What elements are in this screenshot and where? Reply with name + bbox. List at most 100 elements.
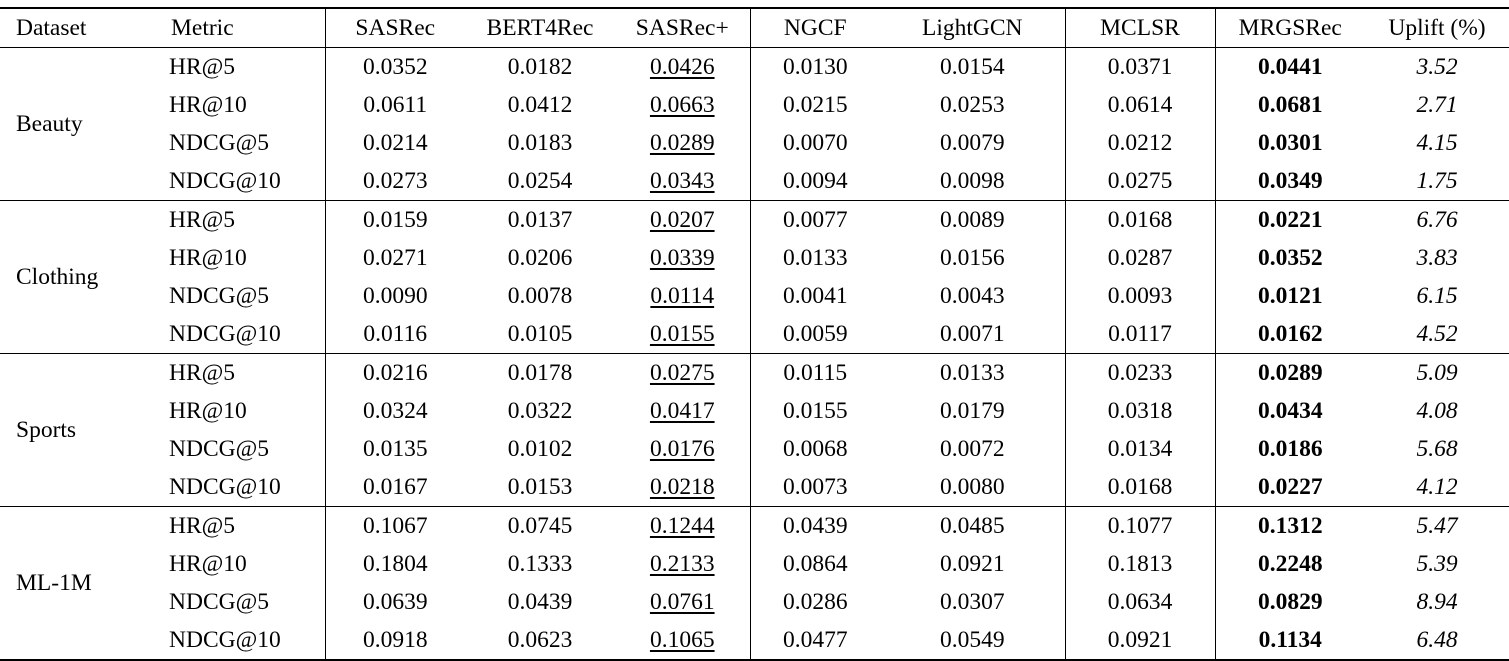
value-cell: 0.0135 bbox=[324, 430, 465, 468]
table-row: NDCG@10 0.0273 0.0254 0.0343 0.0094 0.0098 0.0… bbox=[0, 162, 1509, 201]
value-cell: 0.0286 bbox=[749, 583, 880, 621]
metric-cell: NDCG@10 bbox=[169, 168, 281, 194]
value-cell: 0.0343 bbox=[615, 162, 750, 201]
table-row: HR@10 0.1804 0.1333 0.2133 0.0864 0.0921 0.181… bbox=[0, 545, 1509, 583]
metric-cell: NDCG@5 bbox=[169, 130, 269, 156]
metric-cell: HR@10 bbox=[169, 398, 247, 424]
value-cell: 0.0134 bbox=[1064, 430, 1215, 468]
value-cell: 0.0439 bbox=[507, 589, 573, 615]
value-cell: 0.0168 bbox=[1064, 468, 1215, 507]
value-cell: 0.0137 bbox=[465, 200, 615, 239]
metric-cell: NDCG@5 bbox=[169, 283, 269, 309]
uplift-cell: 3.83 bbox=[1416, 245, 1458, 271]
value-cell: 0.0216 bbox=[324, 353, 465, 392]
uplift-cell: 5.68 bbox=[1416, 436, 1458, 462]
second-best-value: 0.0339 bbox=[649, 245, 715, 271]
value-cell: 0.0059 bbox=[749, 315, 880, 354]
value-cell: 0.0043 bbox=[939, 283, 1005, 309]
value-cell: 0.0068 bbox=[749, 430, 880, 468]
value-cell: 0.0441 bbox=[1214, 47, 1365, 86]
column-header-sasrec+: SASRec+ bbox=[615, 8, 750, 48]
uplift-cell: 5.09 bbox=[1365, 353, 1509, 392]
value-cell: 0.0623 bbox=[507, 627, 573, 653]
value-cell: 0.0634 bbox=[1064, 583, 1215, 621]
uplift-cell: 6.15 bbox=[1416, 283, 1458, 309]
table-row: Clothing HR@5 0.0159 0.0137 0.0207 0.0077 0.00… bbox=[0, 200, 1509, 354]
value-cell: 0.0162 bbox=[1214, 315, 1365, 354]
value-cell: 0.0070 bbox=[749, 124, 880, 162]
value-cell: 0.0275 bbox=[1064, 162, 1215, 201]
second-best-value: 0.0207 bbox=[649, 207, 715, 233]
value-cell: 0.1077 bbox=[1064, 506, 1215, 545]
value-cell: 0.0094 bbox=[749, 162, 880, 201]
value-cell: 0.0301 bbox=[1214, 124, 1365, 162]
uplift-cell: 4.08 bbox=[1416, 398, 1458, 424]
second-best-value: 0.2133 bbox=[649, 551, 715, 577]
column-header-dataset: Dataset bbox=[0, 8, 155, 48]
value-cell: 0.0921 bbox=[1064, 621, 1215, 660]
value-cell: 0.0215 bbox=[749, 86, 880, 124]
value-cell: 0.0371 bbox=[1064, 47, 1215, 86]
metric-cell: HR@5 bbox=[155, 47, 325, 86]
value-cell: 0.0154 bbox=[880, 47, 1065, 86]
table-row: HR@10 0.0611 0.0412 0.0663 0.0215 0.0253 0.061… bbox=[0, 86, 1509, 124]
value-cell: 0.0289 bbox=[1214, 353, 1365, 392]
value-cell: 0.0090 bbox=[324, 277, 465, 315]
value-cell: 0.0227 bbox=[1214, 468, 1365, 507]
table-row: NDCG@10 0.0918 0.0623 0.1065 0.0477 0.0549 0.0… bbox=[0, 621, 1509, 660]
value-cell: 0.1312 bbox=[1214, 506, 1365, 545]
table-row: NDCG@10 0.0167 0.0153 0.0218 0.0073 0.0080 0.0… bbox=[0, 468, 1509, 507]
second-best-value: 0.0663 bbox=[649, 92, 715, 118]
value-cell: 0.0114 bbox=[615, 277, 750, 315]
table-row: HR@10 0.0271 0.0206 0.0339 0.0133 0.0156 0.028… bbox=[0, 239, 1509, 277]
value-cell: 0.0153 bbox=[507, 474, 573, 500]
uplift-cell: 6.48 bbox=[1416, 627, 1458, 653]
column-header-uplift: Uplift (%) bbox=[1365, 8, 1509, 48]
value-cell: 0.0102 bbox=[507, 436, 573, 462]
value-cell: 0.0080 bbox=[939, 474, 1005, 500]
value-cell: 0.1067 bbox=[324, 506, 465, 545]
column-header-metric: Metric bbox=[155, 8, 325, 48]
value-cell: 0.0072 bbox=[939, 436, 1005, 462]
value-cell: 0.0133 bbox=[880, 353, 1065, 392]
value-cell: 0.0352 bbox=[1214, 239, 1365, 277]
value-cell: 0.0155 bbox=[615, 315, 750, 354]
second-best-value: 0.0176 bbox=[649, 436, 715, 462]
value-cell: 0.0159 bbox=[324, 200, 465, 239]
value-cell: 0.0663 bbox=[615, 86, 750, 124]
uplift-cell: 3.52 bbox=[1365, 47, 1509, 86]
second-best-value: 0.0289 bbox=[649, 130, 715, 156]
table-row: NDCG@10 0.0116 0.0105 0.0155 0.0059 0.0071 0.0… bbox=[0, 315, 1509, 354]
second-best-value: 0.0155 bbox=[649, 321, 715, 347]
value-cell: 0.0921 bbox=[939, 551, 1005, 577]
value-cell: 0.0167 bbox=[324, 468, 465, 507]
value-cell: 0.0115 bbox=[749, 353, 880, 392]
value-cell: 0.0289 bbox=[615, 124, 750, 162]
column-header-mclsr: MCLSR bbox=[1064, 8, 1215, 48]
table-row: NDCG@5 0.0214 0.0183 0.0289 0.0070 0.0079 0.02… bbox=[0, 124, 1509, 162]
column-header-sasrec: SASRec bbox=[324, 8, 465, 48]
dataset-cell-beauty: Beauty bbox=[0, 47, 155, 201]
value-cell: 0.0116 bbox=[324, 315, 465, 354]
value-cell: 0.0079 bbox=[939, 130, 1005, 156]
second-best-value: 0.0218 bbox=[649, 474, 715, 500]
value-cell: 0.0639 bbox=[324, 583, 465, 621]
value-cell: 0.0077 bbox=[749, 200, 880, 239]
value-cell: 0.0214 bbox=[324, 124, 465, 162]
value-cell: 0.0412 bbox=[507, 92, 573, 118]
value-cell: 0.0089 bbox=[880, 200, 1065, 239]
uplift-cell: 2.71 bbox=[1416, 92, 1458, 118]
value-cell: 0.0117 bbox=[1064, 315, 1215, 354]
value-cell: 0.1813 bbox=[1064, 545, 1215, 583]
metric-cell: HR@5 bbox=[155, 200, 325, 239]
second-best-value: 0.0114 bbox=[650, 283, 715, 309]
value-cell: 0.0179 bbox=[939, 398, 1005, 424]
metric-cell: HR@5 bbox=[155, 506, 325, 545]
value-cell: 0.1065 bbox=[615, 621, 750, 660]
metric-cell: NDCG@10 bbox=[169, 627, 281, 653]
value-cell: 0.0339 bbox=[615, 239, 750, 277]
uplift-cell: 6.76 bbox=[1365, 200, 1509, 239]
dataset-cell-clothing: Clothing bbox=[0, 200, 155, 354]
value-cell: 0.0434 bbox=[1214, 392, 1365, 430]
value-cell: 0.0614 bbox=[1064, 86, 1215, 124]
